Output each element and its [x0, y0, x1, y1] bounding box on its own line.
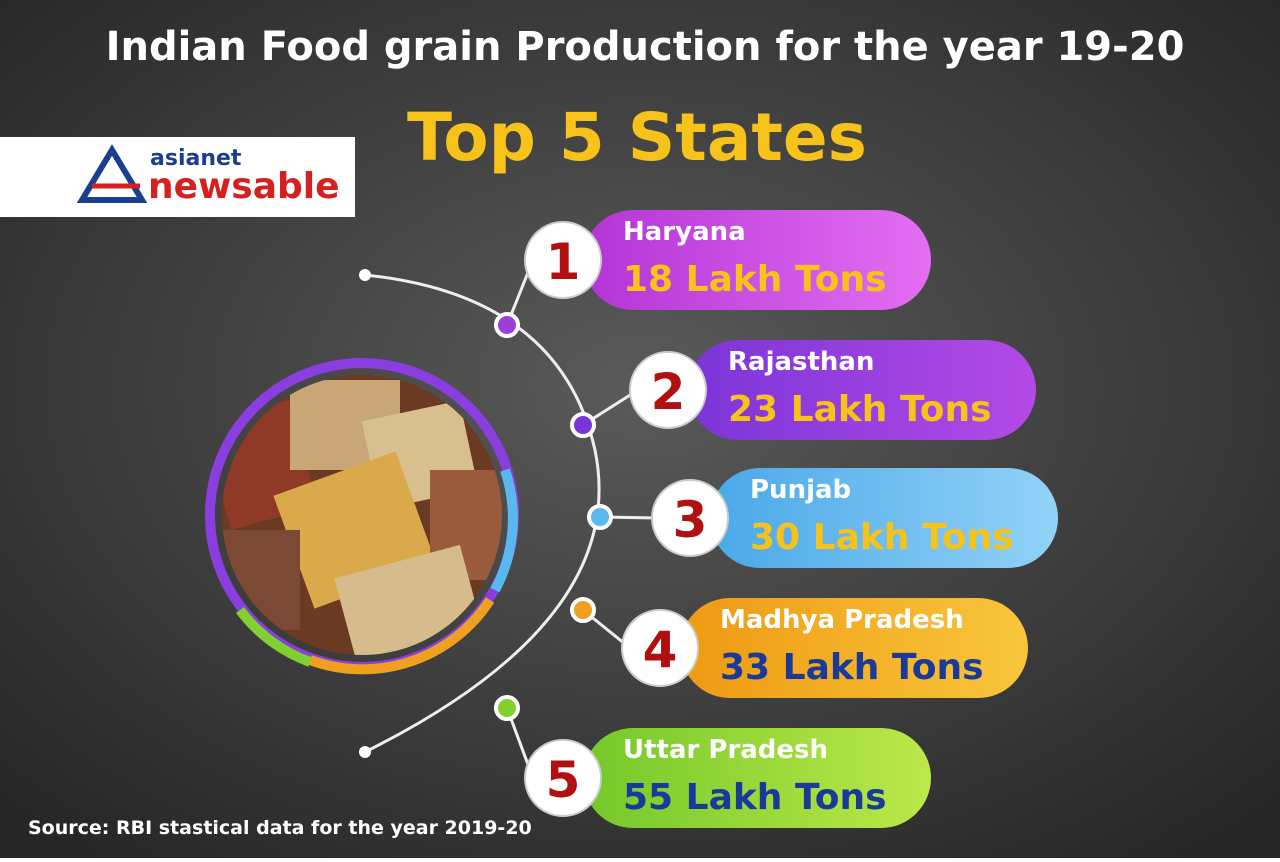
state: Uttar Pradesh: [623, 735, 828, 765]
rank: 3: [673, 491, 708, 549]
value: 55 Lakh Tons: [623, 777, 887, 818]
rank: 5: [546, 751, 581, 809]
rank: 4: [643, 621, 678, 679]
rank-badge: [651, 479, 729, 557]
title: Indian Food grain Production for the yea…: [106, 24, 1185, 70]
logo-icon: [76, 144, 148, 203]
ring: [308, 597, 495, 675]
ring: [490, 468, 518, 593]
logo-top: asianet: [150, 146, 242, 171]
state: Punjab: [750, 475, 851, 505]
arc: [364, 273, 601, 754]
value: 23 Lakh Tons: [728, 389, 992, 430]
logo-box: [0, 137, 355, 217]
pill: [583, 210, 931, 310]
pill: [710, 468, 1058, 568]
pill: [680, 598, 1028, 698]
ring: [235, 606, 312, 667]
source: Source: RBI stastical data for the year …: [28, 817, 532, 839]
rank-badge: [524, 221, 602, 299]
value: 33 Lakh Tons: [720, 647, 984, 688]
state: Haryana: [623, 217, 746, 247]
logo-bottom: newsable: [148, 166, 340, 207]
arc-dot: [587, 504, 613, 530]
rank-badge: [621, 609, 699, 687]
arc-dot: [570, 597, 596, 623]
rank: 1: [546, 233, 581, 291]
subtitle: Top 5 States: [407, 99, 867, 176]
arc-end: [359, 746, 371, 758]
value: 18 Lakh Tons: [623, 259, 887, 300]
rank: 2: [651, 363, 686, 421]
rank-badge: [629, 351, 707, 429]
state: Rajasthan: [728, 347, 875, 377]
arc-end: [359, 269, 371, 281]
grain-image: [205, 358, 519, 675]
arc-dot: [494, 695, 520, 721]
rank-badge: [524, 739, 602, 817]
arc-dot: [494, 312, 520, 338]
logo: asianet newsable: [0, 137, 355, 217]
pill: [688, 340, 1036, 440]
value: 30 Lakh Tons: [750, 517, 1014, 558]
arc-dot: [570, 412, 596, 438]
pill: [583, 728, 931, 828]
state: Madhya Pradesh: [720, 605, 964, 635]
